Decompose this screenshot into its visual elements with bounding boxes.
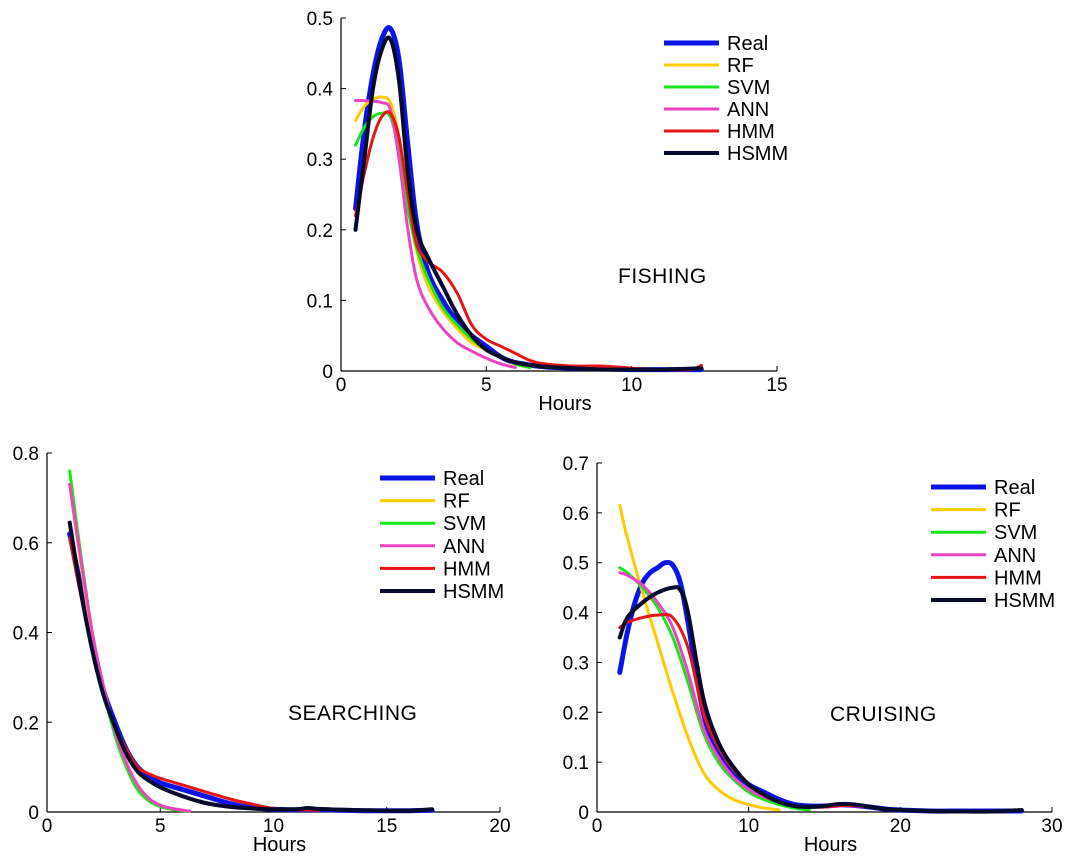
x-tick-label: 5 [155,816,166,837]
x-tick-label: 15 [766,375,787,396]
series-line-hmm [354,110,703,372]
legend-label-hmm: HMM [727,121,775,143]
legend-label-rf: RF [994,500,1021,522]
y-tick-label: 0 [28,803,39,824]
x-tick-label: 0 [592,816,603,837]
y-tick-label: 0.4 [307,80,334,101]
panel-annotation: CRUISING [830,703,937,726]
panel-annotation: SEARCHING [288,702,417,725]
y-tick-label: 0 [578,803,589,824]
legend-label-hmm: HMM [443,558,491,580]
legend-label-svm: SVM [727,77,770,99]
legend-label-ann: ANN [727,99,769,121]
legend-label-hmm: HMM [994,567,1042,589]
legend-label-real: Real [994,477,1035,499]
x-tick-label: 30 [1041,816,1062,837]
legend-label-svm: SVM [443,513,486,535]
y-tick-label: 0.6 [563,504,589,525]
series-line-hsmm [617,585,1024,814]
legend-label-real: Real [443,468,484,490]
series-line-hsmm [67,520,435,813]
legend-label-hsmm: HSMM [727,143,788,165]
legend-label-ann: ANN [443,536,485,558]
searching-panel: 0 0.2 0.4 0.6 0.8 0 5 10 15 20 Hours SEARCHING RealR… [13,444,511,856]
x-tick-label: 20 [890,816,911,837]
series-line-rf [618,503,781,812]
fishing-panel: 0 0.1 0.2 0.3 0.4 0.5 0 5 10 15 Hours FISHING RealRF… [307,9,789,415]
series-line-ann [68,482,192,813]
x-tick-label: 5 [481,375,492,396]
legend-label-real: Real [727,33,768,55]
series-line-hmm [68,536,321,812]
cruising-panel: 0 0.1 0.2 0.3 0.4 0.5 0.6 0.7 0 10 20 30 Hours CRUISI… [563,454,1063,856]
y-tick-label: 0.2 [563,703,589,724]
legend-label-rf: RF [443,491,470,513]
x-tick-label: 0 [42,816,53,837]
x-tick-label: 10 [263,816,284,837]
legend-label-hsmm: HSMM [443,581,504,603]
panel-annotation: FISHING [618,265,707,288]
x-axis-label: Hours [804,834,857,856]
y-tick-label: 0.8 [13,444,39,465]
legend-label-svm: SVM [994,522,1037,544]
legend-label-ann: ANN [994,545,1036,567]
x-tick-label: 15 [376,816,397,837]
y-tick-label: 0.7 [563,454,589,475]
legend-label-rf: RF [727,55,754,77]
x-tick-label: 10 [621,375,642,396]
y-tick-label: 0.4 [563,604,590,625]
x-axis-label: Hours [253,834,306,856]
y-tick-label: 0 [322,362,333,383]
y-tick-label: 0.2 [13,713,39,734]
x-tick-label: 0 [336,375,347,396]
y-tick-label: 0.5 [307,9,333,30]
y-tick-label: 0.1 [563,753,589,774]
series-line-hsmm [353,35,704,372]
x-axis-label: Hours [538,393,591,415]
series-line-ann [354,99,517,369]
x-tick-label: 10 [738,816,759,837]
y-tick-label: 0.3 [563,653,589,674]
y-tick-label: 0.6 [13,534,39,555]
y-tick-label: 0.5 [563,554,589,575]
y-tick-label: 0.4 [13,624,40,645]
y-tick-label: 0.2 [307,221,333,242]
legend-label-hsmm: HSMM [994,590,1055,612]
series-line-real [67,531,435,814]
series-line-svm [618,566,811,812]
y-tick-label: 0.3 [307,150,333,171]
y-tick-label: 0.1 [307,291,333,312]
series-line-ann [618,571,902,812]
x-tick-label: 20 [489,816,510,837]
